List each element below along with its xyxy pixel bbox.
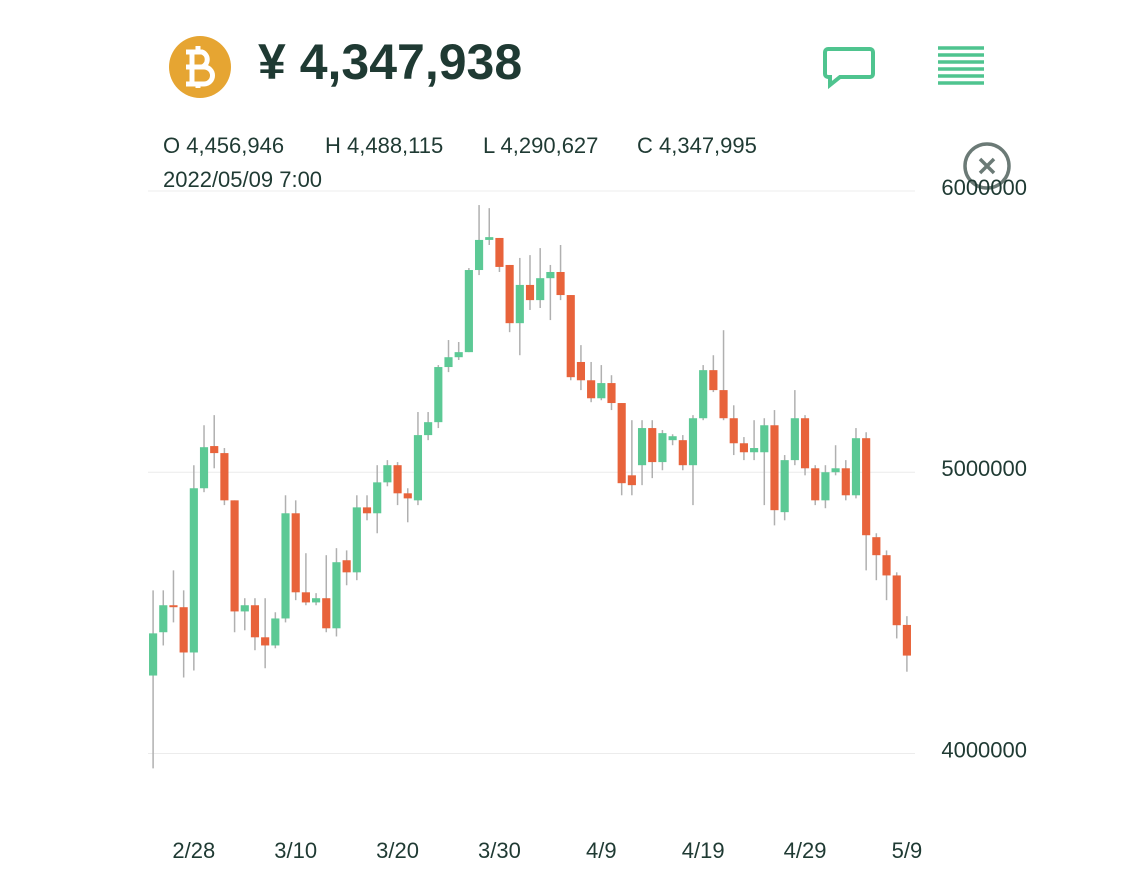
candle-body: [648, 428, 657, 463]
candle-body: [444, 357, 453, 368]
y-tick-label: 6000000: [941, 175, 1027, 200]
candle-body: [688, 418, 698, 466]
candle-body: [637, 428, 647, 466]
price: ¥ 4,347,938: [258, 34, 522, 90]
candle-body: [250, 605, 260, 638]
datetime: 2022/05/09 7:00: [163, 167, 322, 192]
x-tick-label: 3/30: [478, 838, 521, 863]
candle-body: [780, 460, 789, 513]
candle-body: [750, 448, 759, 453]
menu-button[interactable]: [938, 46, 984, 85]
candle-body: [485, 237, 494, 240]
x-tick-label: 4/9: [586, 838, 617, 863]
x-tick-label: 3/10: [274, 838, 317, 863]
y-tick-label: 4000000: [941, 737, 1027, 762]
ohlc-low: L 4,290,627: [483, 133, 598, 158]
candle-body: [831, 468, 840, 473]
candle-body: [882, 555, 891, 576]
candle-body: [301, 592, 310, 603]
candle-body: [179, 607, 188, 653]
candle-body: [393, 465, 402, 494]
candle-body: [505, 264, 514, 324]
candle-body: [189, 488, 198, 653]
x-tick-label: 4/19: [682, 838, 725, 863]
close-button[interactable]: [963, 142, 1011, 190]
candle-body: [312, 598, 321, 603]
candle-body: [729, 418, 738, 444]
candle-body: [149, 633, 158, 676]
candle-body: [811, 468, 820, 501]
candle-body: [332, 562, 341, 629]
candle-body: [566, 295, 575, 378]
candle-body: [790, 418, 799, 461]
candle-body: [454, 352, 463, 358]
candle-body: [261, 637, 270, 646]
candle-body: [841, 468, 850, 496]
candle-body: [739, 443, 748, 453]
candle-body: [821, 472, 830, 501]
candle-body: [556, 271, 565, 296]
candle-body: [434, 367, 443, 423]
ohlc-open: O 4,456,946: [163, 133, 284, 158]
candle-body: [770, 425, 779, 511]
candle-body: [576, 361, 586, 381]
candle-body: [352, 507, 361, 573]
candle-body: [525, 284, 535, 301]
candle-body: [291, 513, 300, 593]
chat-button[interactable]: [823, 47, 875, 90]
candle-body: [627, 475, 636, 486]
candle-body: [271, 618, 280, 646]
candle-body: [464, 270, 473, 353]
candle-body: [281, 513, 290, 619]
candle-body: [872, 537, 881, 556]
candle-body: [658, 433, 667, 463]
x-tick-label: 4/29: [784, 838, 827, 863]
candle-body: [546, 271, 555, 279]
candle-body: [495, 237, 504, 267]
candle-body: [536, 278, 545, 301]
candle-body: [617, 403, 626, 484]
y-tick-label: 5000000: [941, 456, 1027, 481]
candle-body: [699, 370, 708, 419]
candle-body: [719, 390, 728, 419]
x-tick-label: 2/28: [172, 838, 215, 863]
candle-body: [220, 453, 229, 501]
candle-body: [862, 438, 871, 536]
candle-body: [760, 425, 769, 453]
candle-body: [892, 575, 901, 626]
candle-body: [342, 560, 351, 573]
candle-body: [678, 440, 687, 466]
candle-body: [169, 605, 178, 608]
candle-body: [322, 598, 331, 629]
x-tick-label: 3/20: [376, 838, 419, 863]
candle-body: [587, 380, 596, 399]
candle-body: [413, 435, 423, 501]
candle-body: [709, 370, 718, 391]
candle-body: [902, 624, 911, 656]
candle-body: [240, 605, 249, 612]
candle-body: [474, 239, 484, 271]
candle-body: [362, 507, 372, 514]
candle-body: [607, 383, 616, 404]
candle-body: [159, 605, 168, 633]
candle-body: [230, 500, 239, 612]
candle-body: [199, 447, 209, 489]
candle-body: [403, 493, 412, 499]
bitcoin-glyph: [186, 46, 215, 88]
candle-body: [373, 482, 382, 514]
candle-body: [424, 422, 433, 436]
ohlc-high: H 4,488,115: [325, 133, 443, 158]
candle-body: [851, 438, 861, 496]
candle-body: [597, 383, 606, 399]
x-tick-label: 5/9: [892, 838, 923, 863]
candle-body: [800, 418, 810, 469]
candle-body: [668, 436, 677, 441]
candle-body: [515, 284, 524, 324]
candle-body: [210, 446, 219, 454]
candle-body: [383, 465, 392, 483]
ohlc-close: C 4,347,995: [637, 133, 757, 158]
